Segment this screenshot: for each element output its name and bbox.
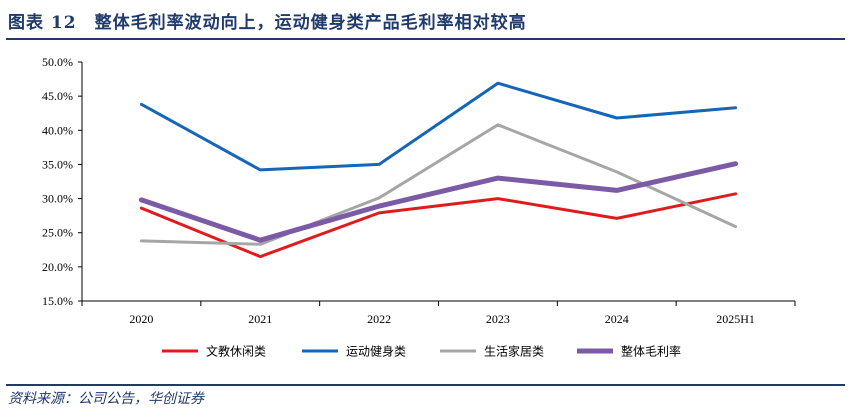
y-tick-label: 20.0% xyxy=(42,260,73,274)
x-tick-label: 2022 xyxy=(367,312,391,326)
series-line xyxy=(139,123,738,246)
legend-label: 生活家居类 xyxy=(484,344,544,359)
title-rule xyxy=(6,38,845,40)
y-tick-label: 15.0% xyxy=(42,294,73,308)
source-rule xyxy=(6,384,845,386)
legend-label: 整体毛利率 xyxy=(621,344,681,359)
x-tick-label: 2024 xyxy=(605,312,629,326)
y-tick-label: 50.0% xyxy=(42,55,73,69)
chart-legend: 文教休闲类 运动健身类 生活家居类 整体毛利率 xyxy=(162,344,681,359)
series-line xyxy=(139,192,738,259)
chart-series xyxy=(138,81,739,259)
legend-label: 运动健身类 xyxy=(346,344,406,359)
figure-title: 图表 12 整体毛利率波动向上，运动健身类产品毛利率相对较高 xyxy=(8,13,527,33)
series-line xyxy=(138,161,739,243)
y-tick-label: 25.0% xyxy=(42,226,73,240)
legend-label: 文教休闲类 xyxy=(206,344,266,359)
x-tick-label: 2025H1 xyxy=(716,312,755,326)
chart-axes: 15.0% 20.0% 25.0% 30.0% 35.0% 40.0% 45.0% 50.0%… xyxy=(42,55,796,326)
line-chart: 15.0% 20.0% 25.0% 30.0% 35.0% 40.0% 45.0% 50.0%… xyxy=(42,55,796,359)
y-tick-label: 45.0% xyxy=(42,89,73,103)
x-tick-label: 2023 xyxy=(486,312,510,326)
y-tick-label: 35.0% xyxy=(42,157,73,171)
source-note: 资料来源：公司公告，华创证券 xyxy=(8,391,204,407)
y-tick-label: 30.0% xyxy=(42,192,73,206)
x-tick-label: 2020 xyxy=(129,312,153,326)
y-tick-label: 40.0% xyxy=(42,123,73,137)
series-line xyxy=(139,81,738,172)
x-tick-label: 2021 xyxy=(248,312,272,326)
